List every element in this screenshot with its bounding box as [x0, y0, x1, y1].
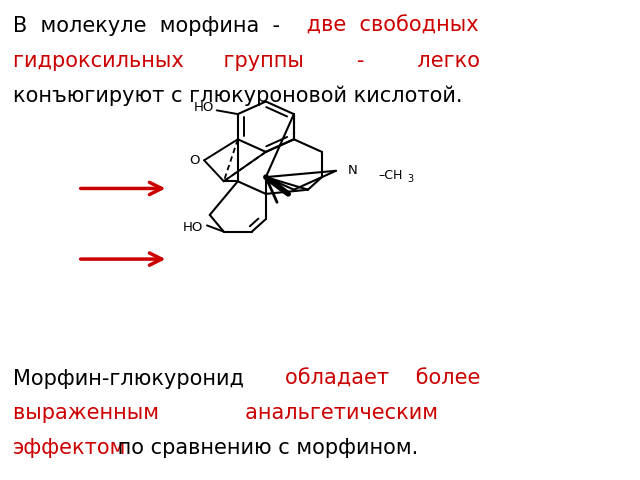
- Text: две  свободных: две свободных: [300, 16, 478, 36]
- Text: конъюгируют с глюкуроновой кислотой.: конъюгируют с глюкуроновой кислотой.: [13, 85, 462, 106]
- Text: N: N: [348, 164, 358, 177]
- Text: обладает    более: обладает более: [285, 369, 481, 389]
- Text: выраженным             анальгетическим: выраженным анальгетическим: [13, 403, 438, 423]
- Text: O: O: [189, 154, 200, 167]
- Text: 3: 3: [408, 174, 413, 184]
- Text: HO: HO: [194, 101, 214, 114]
- Text: HO: HO: [183, 221, 203, 234]
- Text: гидроксильных      группы        -        легко: гидроксильных группы - легко: [13, 50, 480, 71]
- Text: Морфин-глюкуронид: Морфин-глюкуронид: [13, 369, 270, 389]
- Text: по сравнению с морфином.: по сравнению с морфином.: [111, 438, 419, 457]
- Text: –CH: –CH: [378, 168, 403, 181]
- Text: эффектом: эффектом: [13, 438, 126, 457]
- Text: В  молекуле  морфина  -: В молекуле морфина -: [13, 16, 287, 36]
